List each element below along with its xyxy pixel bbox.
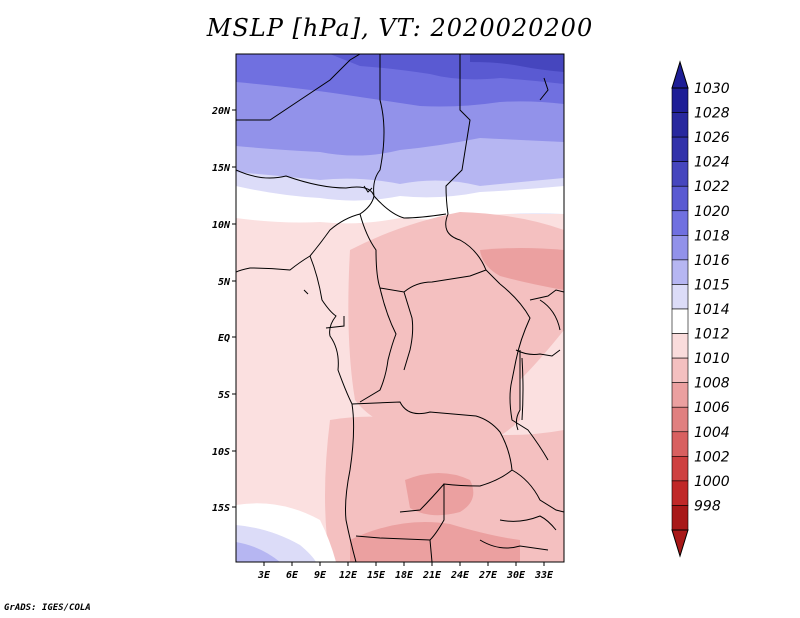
y-tick-label: 10S <box>212 447 230 458</box>
colorbar-segment <box>671 284 689 310</box>
x-axis: 3E 6E 9E 12E 15E 18E 21E 24E 27E 30E 33E <box>257 562 554 581</box>
y-tick-label: 5N <box>218 277 231 288</box>
colorbar-segment <box>671 87 689 113</box>
colorbar-label: 1012 <box>694 327 730 343</box>
colorbar-segment <box>671 210 689 236</box>
colorbar-label: 1030 <box>694 81 730 97</box>
colorbar-label: 1008 <box>694 376 730 392</box>
colorbar-segment <box>671 357 689 383</box>
colorbar-label: 1006 <box>694 400 730 416</box>
x-tick-label: 15E <box>367 570 386 581</box>
x-tick-label: 33E <box>534 570 554 581</box>
x-tick-label: 6E <box>286 570 299 581</box>
colorbar-segment <box>671 308 689 334</box>
map-frame <box>235 53 565 563</box>
colorbar-label: 998 <box>694 498 721 514</box>
x-tick-label: 21E <box>422 570 442 581</box>
colorbar-label: 1020 <box>694 204 730 220</box>
colorbar-segment <box>671 259 689 285</box>
x-tick-label: 12E <box>339 570 358 581</box>
colorbar: 1030 1028 1026 1024 1022 1020 1018 1016 1015 1014… <box>671 60 730 558</box>
colorbar-label: 1022 <box>694 179 730 195</box>
colorbar-segment <box>671 333 689 359</box>
map-title: MSLP [hPa], VT: 2020020200 <box>206 14 594 42</box>
x-tick-label: 24E <box>450 570 470 581</box>
x-tick-label: 3E <box>257 570 271 581</box>
colorbar-label: 1014 <box>694 302 730 318</box>
colorbar-segment <box>671 136 689 162</box>
colorbar-segment <box>671 456 689 482</box>
y-tick-label: 5S <box>218 390 230 401</box>
colorbar-label: 1004 <box>694 425 730 441</box>
x-tick-label: 27E <box>478 570 498 581</box>
y-axis: 20N 15N 10N 5N EQ 5S 10S 15S <box>211 106 236 514</box>
y-tick-label: 10N <box>212 220 231 231</box>
x-tick-label: 18E <box>395 570 414 581</box>
colorbar-top-arrow <box>671 60 689 89</box>
colorbar-label: 1000 <box>694 474 730 490</box>
colorbar-label: 1016 <box>694 253 730 269</box>
colorbar-segment <box>671 431 689 457</box>
country-borders <box>236 54 564 562</box>
colorbar-label: 1018 <box>694 228 730 244</box>
y-tick-label: 15N <box>212 163 231 174</box>
colorbar-segment <box>671 505 689 531</box>
colorbar-segment <box>671 185 689 212</box>
colorbar-segment <box>671 406 689 433</box>
colorbar-label: 1028 <box>694 106 730 122</box>
colorbar-bottom-arrow <box>671 529 689 558</box>
pressure-field <box>236 54 564 562</box>
colorbar-segment <box>671 161 689 187</box>
colorbar-label: 1010 <box>694 351 730 367</box>
colorbar-label: 1024 <box>694 155 730 171</box>
y-tick-label: EQ <box>218 333 230 344</box>
x-tick-label: 9E <box>314 570 327 581</box>
colorbar-segment <box>671 112 689 138</box>
colorbar-label: 1002 <box>694 449 730 465</box>
colorbar-segment <box>671 480 689 506</box>
colorbar-segment <box>671 382 689 408</box>
grads-credit: GrADS: IGES/COLA <box>4 603 91 613</box>
y-tick-label: 15S <box>212 503 230 514</box>
colorbar-segment <box>671 235 689 261</box>
x-tick-label: 30E <box>506 570 526 581</box>
colorbar-label: 1026 <box>694 130 730 146</box>
colorbar-label: 1015 <box>694 277 730 293</box>
y-tick-label: 20N <box>211 106 231 117</box>
